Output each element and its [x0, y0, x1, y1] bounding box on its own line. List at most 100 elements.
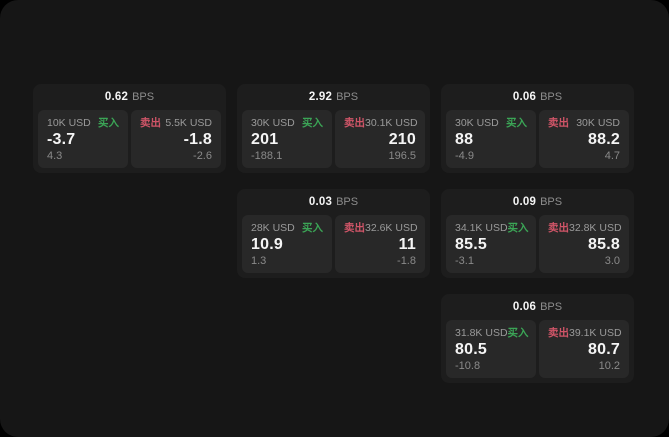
- quote-card: 0.03 BPS 28K USD 买入 10.9 1.3 卖出 32.6K US…: [237, 189, 430, 278]
- buy-panel[interactable]: 28K USD 买入 10.9 1.3: [242, 215, 332, 273]
- sell-panel-top: 卖出 32.8K USD: [548, 222, 622, 234]
- bps-value: 0.03: [308, 196, 333, 208]
- sell-amount-label: 30.1K USD: [365, 117, 418, 129]
- sell-value: 85.8: [588, 236, 620, 253]
- bps-unit-label: BPS: [540, 196, 563, 208]
- sell-value: 80.7: [588, 341, 620, 358]
- sell-sub-value: 10.2: [598, 360, 620, 372]
- sell-panel-top: 卖出 39.1K USD: [548, 327, 622, 339]
- buy-value: -3.7: [47, 131, 76, 148]
- buy-sub-value: -3.1: [455, 255, 474, 267]
- quote-card: 0.06 BPS 30K USD 买入 88 -4.9 卖出 30K USD 8…: [441, 84, 634, 173]
- sell-badge: 卖出: [140, 117, 161, 129]
- sell-amount-label: 30K USD: [576, 117, 620, 129]
- quote-card: 0.62 BPS 10K USD 买入 -3.7 4.3 卖出 5.5K USD…: [33, 84, 226, 173]
- buy-panel[interactable]: 30K USD 买入 201 -188.1: [242, 110, 332, 168]
- buy-amount-label: 10K USD: [47, 117, 91, 129]
- bps-header: 2.92 BPS: [237, 84, 430, 110]
- buy-badge: 买入: [302, 222, 323, 234]
- buy-panel[interactable]: 34.1K USD 买入 85.5 -3.1: [446, 215, 536, 273]
- sell-amount-label: 5.5K USD: [165, 117, 212, 129]
- sell-panel[interactable]: 卖出 30.1K USD 210 196.5: [335, 110, 425, 168]
- sell-value: -1.8: [183, 131, 212, 148]
- buy-badge: 买入: [506, 117, 527, 129]
- buy-value: 88: [455, 131, 474, 148]
- sell-panel[interactable]: 卖出 32.8K USD 85.8 3.0: [539, 215, 629, 273]
- buy-panel-top: 30K USD 买入: [455, 117, 527, 129]
- bps-unit-label: BPS: [336, 91, 359, 103]
- buy-panel[interactable]: 30K USD 买入 88 -4.9: [446, 110, 536, 168]
- buy-amount-label: 31.8K USD: [455, 327, 508, 339]
- buy-sub-value: -188.1: [251, 150, 283, 162]
- sell-value: 11: [398, 236, 416, 253]
- quote-card: 0.09 BPS 34.1K USD 买入 85.5 -3.1 卖出 32.8K…: [441, 189, 634, 278]
- buy-sub-value: -4.9: [455, 150, 474, 162]
- buy-value: 10.9: [251, 236, 283, 253]
- buy-amount-label: 34.1K USD: [455, 222, 508, 234]
- sell-value: 88.2: [588, 131, 620, 148]
- buy-value: 201: [251, 131, 279, 148]
- bps-unit-label: BPS: [540, 301, 563, 313]
- sell-panel-top: 卖出 32.6K USD: [344, 222, 418, 234]
- sell-amount-label: 39.1K USD: [569, 327, 622, 339]
- sell-sub-value: -2.6: [193, 150, 212, 162]
- sell-panel[interactable]: 卖出 39.1K USD 80.7 10.2: [539, 320, 629, 378]
- sell-badge: 卖出: [548, 222, 569, 234]
- quote-panels: 28K USD 买入 10.9 1.3 卖出 32.6K USD 11 -1.8: [237, 215, 430, 278]
- sell-sub-value: 3.0: [604, 255, 620, 267]
- buy-value: 85.5: [455, 236, 487, 253]
- bps-header: 0.62 BPS: [33, 84, 226, 110]
- bps-header: 0.06 BPS: [441, 84, 634, 110]
- bps-header: 0.06 BPS: [441, 294, 634, 320]
- bps-unit-label: BPS: [336, 196, 359, 208]
- bps-unit-label: BPS: [132, 91, 155, 103]
- quote-panels: 30K USD 买入 201 -188.1 卖出 30.1K USD 210 1…: [237, 110, 430, 173]
- buy-panel-top: 31.8K USD 买入: [455, 327, 529, 339]
- sell-panel[interactable]: 卖出 5.5K USD -1.8 -2.6: [131, 110, 221, 168]
- sell-panel[interactable]: 卖出 32.6K USD 11 -1.8: [335, 215, 425, 273]
- bps-header: 0.03 BPS: [237, 189, 430, 215]
- buy-panel-top: 34.1K USD 买入: [455, 222, 529, 234]
- sell-sub-value: 4.7: [604, 150, 620, 162]
- quote-panels: 34.1K USD 买入 85.5 -3.1 卖出 32.8K USD 85.8…: [441, 215, 634, 278]
- sell-panel-top: 卖出 30.1K USD: [344, 117, 418, 129]
- sell-panel-top: 卖出 30K USD: [548, 117, 620, 129]
- buy-value: 80.5: [455, 341, 487, 358]
- bps-header: 0.09 BPS: [441, 189, 634, 215]
- bps-value: 0.06: [512, 301, 537, 313]
- cards-grid: 0.62 BPS 10K USD 买入 -3.7 4.3 卖出 5.5K USD…: [33, 84, 634, 383]
- buy-panel-top: 30K USD 买入: [251, 117, 323, 129]
- buy-panel[interactable]: 10K USD 买入 -3.7 4.3: [38, 110, 128, 168]
- sell-panel-top: 卖出 5.5K USD: [140, 117, 212, 129]
- buy-panel-top: 28K USD 买入: [251, 222, 323, 234]
- sell-badge: 卖出: [548, 117, 569, 129]
- buy-panel-top: 10K USD 买入: [47, 117, 119, 129]
- sell-amount-label: 32.6K USD: [365, 222, 418, 234]
- buy-sub-value: 4.3: [47, 150, 63, 162]
- buy-badge: 买入: [507, 222, 529, 234]
- bps-value: 0.09: [512, 196, 537, 208]
- buy-badge: 买入: [98, 117, 119, 129]
- quote-card: 0.06 BPS 31.8K USD 买入 80.5 -10.8 卖出 39.1…: [441, 294, 634, 383]
- buy-sub-value: 1.3: [251, 255, 267, 267]
- bps-value: 0.62: [104, 91, 129, 103]
- bps-value: 0.06: [512, 91, 537, 103]
- buy-amount-label: 30K USD: [455, 117, 499, 129]
- buy-panel[interactable]: 31.8K USD 买入 80.5 -10.8: [446, 320, 536, 378]
- buy-badge: 买入: [507, 327, 529, 339]
- quote-panels: 31.8K USD 买入 80.5 -10.8 卖出 39.1K USD 80.…: [441, 320, 634, 383]
- buy-amount-label: 30K USD: [251, 117, 295, 129]
- sell-sub-value: 196.5: [388, 150, 416, 162]
- bps-value: 2.92: [308, 91, 333, 103]
- sell-value: 210: [388, 131, 416, 148]
- sell-badge: 卖出: [548, 327, 569, 339]
- buy-amount-label: 28K USD: [251, 222, 295, 234]
- sell-sub-value: -1.8: [397, 255, 416, 267]
- bps-unit-label: BPS: [540, 91, 563, 103]
- sell-panel[interactable]: 卖出 30K USD 88.2 4.7: [539, 110, 629, 168]
- quote-panels: 30K USD 买入 88 -4.9 卖出 30K USD 88.2 4.7: [441, 110, 634, 173]
- sell-badge: 卖出: [344, 222, 365, 234]
- buy-badge: 买入: [302, 117, 323, 129]
- sell-amount-label: 32.8K USD: [569, 222, 622, 234]
